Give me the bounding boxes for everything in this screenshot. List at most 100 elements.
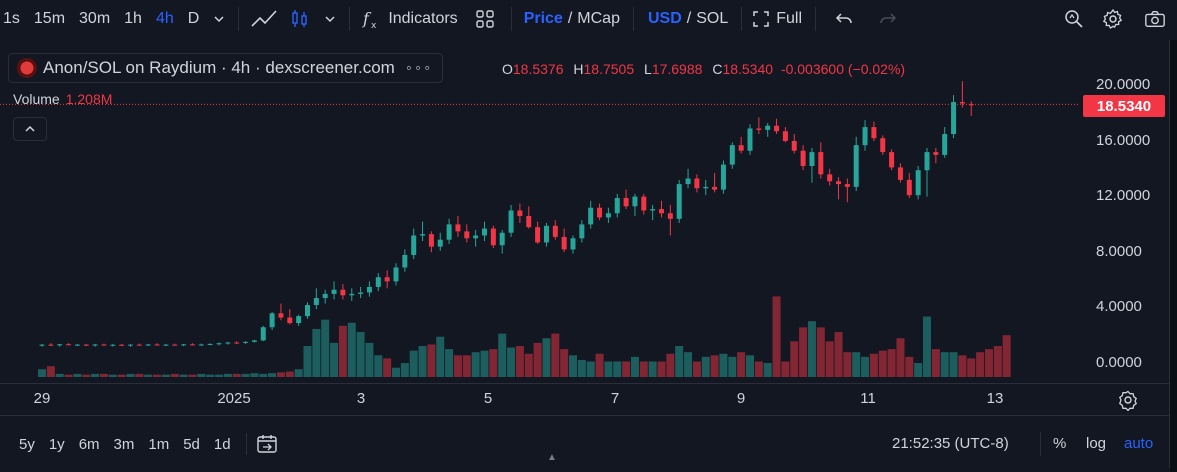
candle-body bbox=[747, 128, 753, 151]
candle-body bbox=[269, 313, 275, 328]
candle-body bbox=[322, 293, 328, 299]
volume-bar bbox=[763, 363, 772, 377]
chart-pane[interactable] bbox=[0, 40, 1170, 468]
price-tick: 12.0000 bbox=[1096, 187, 1151, 204]
volume-bar bbox=[958, 355, 967, 377]
volume-bar bbox=[710, 355, 719, 377]
chevron-down-icon[interactable] bbox=[206, 0, 232, 38]
toolbar-divider bbox=[510, 7, 512, 31]
candle-body bbox=[632, 196, 638, 207]
volume-bar bbox=[223, 373, 232, 377]
candle-body bbox=[535, 227, 541, 243]
range-5d[interactable]: 5d bbox=[183, 435, 200, 453]
log-scale-toggle[interactable]: log bbox=[1086, 435, 1107, 452]
volume-bar bbox=[905, 356, 914, 377]
volume-bar bbox=[746, 355, 754, 377]
candle-body bbox=[942, 134, 948, 155]
candle-body bbox=[552, 225, 558, 237]
price-option[interactable]: Price bbox=[523, 10, 563, 27]
candle-body bbox=[66, 344, 72, 346]
symbol-info-box[interactable]: Anon/SOL on Raydium · 4h · dexscreener.c… bbox=[8, 53, 444, 83]
more-dots-icon[interactable]: ∘∘∘ bbox=[404, 60, 433, 75]
volume-bar bbox=[383, 358, 392, 377]
interval-1h[interactable]: 1h bbox=[124, 10, 142, 27]
sol-option[interactable]: SOL bbox=[696, 10, 729, 27]
mcap-option[interactable]: MCap bbox=[577, 10, 620, 27]
volume-bar bbox=[453, 355, 462, 377]
redo-icon[interactable] bbox=[866, 0, 910, 38]
volume-bar bbox=[542, 338, 551, 377]
interval-1d[interactable]: D bbox=[187, 10, 200, 27]
candle-body bbox=[765, 125, 771, 130]
usd-option[interactable]: USD bbox=[647, 10, 682, 27]
interval-15m[interactable]: 15m bbox=[33, 10, 66, 27]
price-mcap-toggle[interactable]: Price / MCap bbox=[518, 0, 627, 38]
volume-bar bbox=[551, 333, 560, 377]
camera-icon[interactable] bbox=[1133, 0, 1177, 38]
candle-body bbox=[48, 344, 54, 346]
candle-body bbox=[358, 292, 364, 294]
interval-1s[interactable]: 1s bbox=[3, 10, 20, 27]
candle-body bbox=[278, 313, 284, 318]
price-axis[interactable]: 20.0000 16.0000 12.0000 8.0000 4.0000 0.… bbox=[1080, 40, 1170, 383]
range-5y[interactable]: 5y bbox=[19, 435, 35, 453]
candle-body bbox=[464, 231, 470, 239]
candle-body bbox=[659, 209, 664, 214]
chevron-down-icon[interactable] bbox=[317, 0, 343, 38]
range-6m[interactable]: 6m bbox=[78, 435, 100, 453]
currency-toggle[interactable]: USD / SOL bbox=[640, 0, 735, 38]
volume-bar bbox=[232, 373, 241, 377]
volume-bar bbox=[993, 346, 1002, 377]
candle-body bbox=[641, 196, 647, 211]
divider bbox=[1040, 432, 1041, 456]
fullscreen-icon[interactable] bbox=[748, 0, 774, 38]
candle-body bbox=[729, 145, 735, 165]
candles-icon[interactable] bbox=[283, 0, 317, 38]
candlestick-chart[interactable] bbox=[0, 40, 1170, 383]
range-1y[interactable]: 1y bbox=[48, 435, 65, 453]
line-chart-icon[interactable] bbox=[245, 0, 283, 38]
candle-body bbox=[366, 286, 372, 293]
candle-body bbox=[349, 293, 355, 296]
volume-bar bbox=[675, 346, 684, 377]
volume-bar bbox=[781, 361, 790, 377]
range-1m[interactable]: 1m bbox=[148, 435, 170, 453]
undo-icon[interactable] bbox=[822, 0, 866, 38]
quick-search-icon[interactable] bbox=[1055, 0, 1093, 38]
open-value: 18.5376 bbox=[512, 61, 564, 77]
candle-body bbox=[128, 344, 133, 346]
volume-bar bbox=[135, 373, 144, 377]
collapse-legend-button[interactable] bbox=[13, 117, 47, 141]
time-axis[interactable]: 29 2025 3 5 7 9 11 13 bbox=[0, 383, 1170, 413]
full-button[interactable]: Full bbox=[776, 10, 802, 27]
volume-bar bbox=[276, 372, 285, 377]
volume-bar bbox=[197, 373, 206, 377]
volume-bar bbox=[807, 321, 816, 377]
candle-body bbox=[101, 344, 107, 346]
gear-icon[interactable] bbox=[1093, 0, 1133, 38]
indicators-button[interactable]: Indicators bbox=[388, 10, 458, 27]
range-1d[interactable]: 1d bbox=[213, 435, 231, 453]
interval-30m[interactable]: 30m bbox=[79, 10, 111, 27]
resize-handle-icon[interactable]: ▲ bbox=[547, 452, 557, 463]
volume-bar bbox=[816, 327, 825, 377]
volume-bar bbox=[161, 374, 170, 377]
axis-settings-icon[interactable] bbox=[1117, 389, 1139, 411]
auto-scale-toggle[interactable]: auto bbox=[1124, 435, 1154, 452]
interval-4h[interactable]: 4h bbox=[155, 10, 174, 27]
range-3m[interactable]: 3m bbox=[113, 435, 135, 453]
candle-body bbox=[508, 210, 514, 233]
volume-bar bbox=[852, 352, 861, 377]
volume-bar bbox=[303, 346, 312, 377]
layout-grid-icon[interactable] bbox=[465, 0, 505, 38]
volume-bar bbox=[569, 355, 577, 377]
price-tick: 4.0000 bbox=[1096, 298, 1142, 315]
volume-bar bbox=[321, 319, 330, 377]
timezone-clock[interactable]: 21:52:35 (UTC-8) bbox=[892, 435, 1009, 452]
candle-body bbox=[384, 277, 390, 282]
calendar-goto-icon[interactable] bbox=[255, 433, 279, 455]
percent-scale-toggle[interactable]: % bbox=[1053, 435, 1067, 452]
volume-bar bbox=[436, 336, 445, 377]
volume-bar bbox=[887, 349, 896, 377]
